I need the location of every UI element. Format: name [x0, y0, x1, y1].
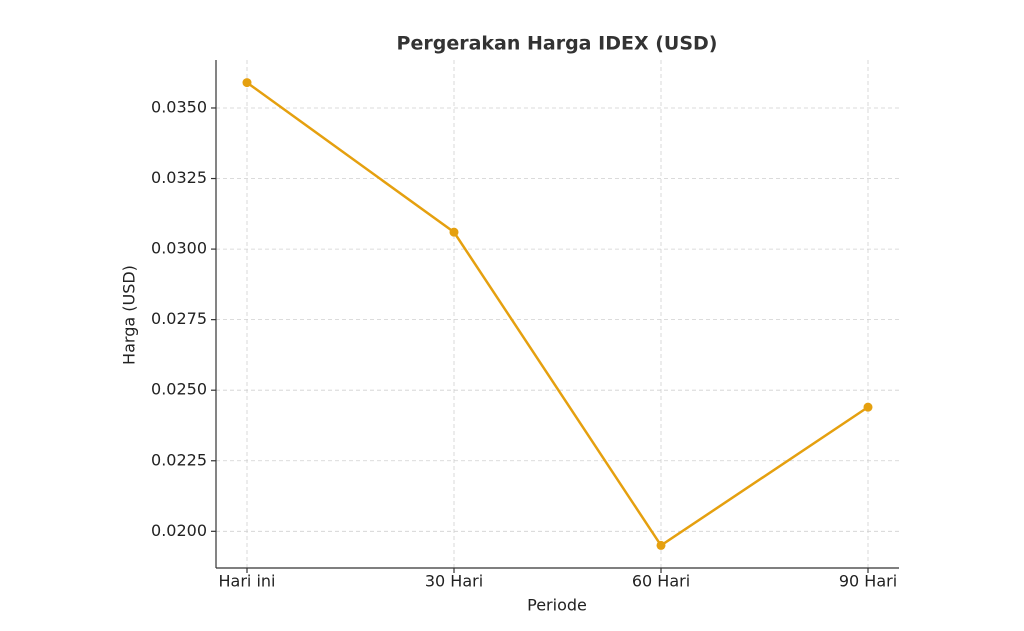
x-tick-label: Hari ini [219, 572, 276, 591]
x-tick-label: 60 Hari [632, 572, 690, 591]
y-tick-label: 0.0300 [151, 239, 207, 258]
x-axis-label: Periode [527, 596, 587, 615]
y-tick-label: 0.0200 [151, 521, 207, 540]
y-tick-label: 0.0350 [151, 97, 207, 116]
data-point [656, 540, 666, 550]
y-tick-label: 0.0225 [151, 450, 207, 469]
chart-title: Pergerakan Harga IDEX (USD) [397, 33, 718, 55]
x-tick-label: 30 Hari [425, 572, 483, 591]
line-series [246, 81, 869, 548]
y-axis-label: Harga (USD) [120, 265, 139, 365]
data-point [449, 227, 459, 237]
x-tick-label: 90 Hari [839, 572, 897, 591]
y-tick-label: 0.0275 [151, 309, 207, 328]
data-point [242, 78, 252, 88]
data-point [863, 402, 873, 412]
y-tick-label: 0.0250 [151, 380, 207, 399]
y-tick-label: 0.0325 [151, 168, 207, 187]
